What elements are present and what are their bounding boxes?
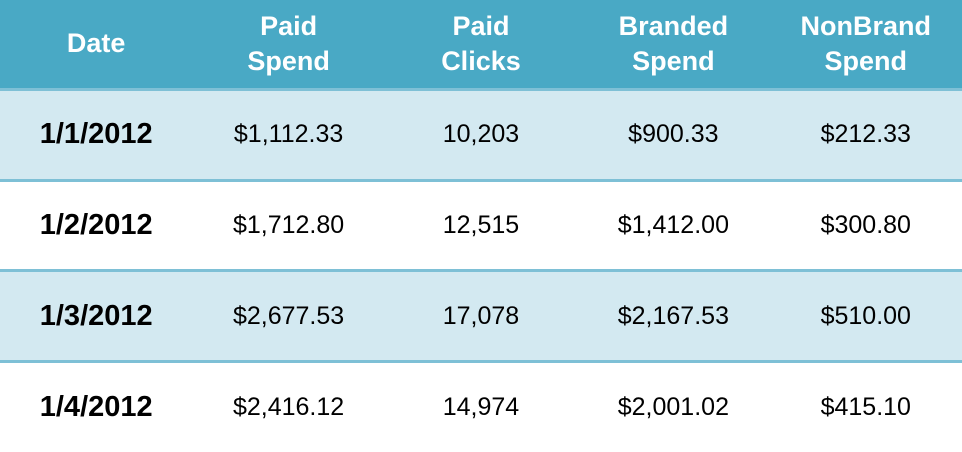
- cell-branded_spend: $2,001.02: [617, 392, 729, 421]
- column-header-label: Spend: [824, 46, 908, 76]
- cell-paid_spend: $1,112.33: [233, 120, 344, 149]
- cell-date: 1/2/2012: [39, 208, 153, 241]
- cell-nonbrand_spend: $510.00: [820, 301, 911, 330]
- cell-paid_spend: $2,416.12: [232, 392, 345, 421]
- table-row: 1/2/2012 $1,712.80 12,515 $1,412.00 $300.80: [0, 180, 962, 271]
- table-row: 1/1/2012 $1,112.33 10,203 $900.33 $212.33: [0, 89, 962, 181]
- column-header-paid_spend: Paid Spend: [192, 0, 385, 90]
- cell-nonbrand_spend: $212.33: [820, 120, 911, 149]
- column-header-label: Clicks: [441, 46, 521, 76]
- cell-paid_spend: $1,712.80: [232, 210, 345, 239]
- column-header-label: Branded: [618, 10, 729, 41]
- table-body: 1/1/2012 $1,112.33 10,203 $900.33 $212.33 1/2…: [0, 89, 962, 452]
- column-header-label: Paid: [452, 10, 510, 41]
- column-header-date: Date: [0, 0, 193, 90]
- cell-paid_clicks: 10,203: [442, 120, 520, 149]
- cell-branded_spend: $2,167.53: [617, 301, 729, 330]
- cell-date: 1/1/2012: [39, 118, 153, 151]
- column-header-label: Paid: [260, 10, 318, 41]
- cell-nonbrand_spend: $415.10: [820, 392, 911, 421]
- column-header-label: Date: [66, 28, 126, 59]
- table-header: Date Paid Spend Paid Clicks Branded Spend NonBr…: [0, 0, 962, 90]
- cell-date: 1/4/2012: [39, 390, 153, 423]
- cell-paid_clicks: 12,515: [442, 210, 520, 239]
- cell-branded_spend: $1,412.00: [617, 210, 729, 239]
- table-row: 1/4/2012 $2,416.12 14,974 $2,001.02 $415.10: [0, 361, 962, 452]
- column-header-label: Spend: [247, 46, 330, 76]
- cell-paid_spend: $2,677.53: [232, 301, 345, 330]
- cell-paid_clicks: 14,974: [442, 392, 520, 421]
- cell-date: 1/3/2012: [39, 299, 153, 332]
- column-header-label: Spend: [632, 46, 715, 76]
- cell-paid_clicks: 17,078: [442, 301, 520, 330]
- column-header-nonbrand_spend: NonBrand Spend: [769, 0, 962, 90]
- header-row: Date Paid Spend Paid Clicks Branded Spend NonBr…: [0, 0, 962, 90]
- table-row: 1/3/2012 $2,677.53 17,078 $2,167.53 $510.00: [0, 270, 962, 362]
- column-header-label: NonBrand: [800, 10, 932, 41]
- cell-nonbrand_spend: $300.80: [820, 210, 911, 239]
- column-header-paid_clicks: Paid Clicks: [384, 0, 578, 90]
- cell-branded_spend: $900.33: [628, 120, 719, 149]
- column-header-branded_spend: Branded Spend: [577, 0, 770, 90]
